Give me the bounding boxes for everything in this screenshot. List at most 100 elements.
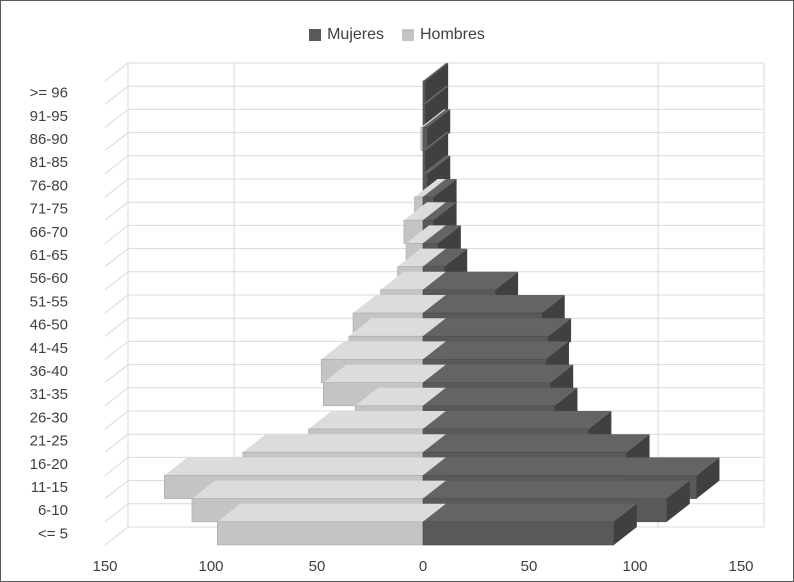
- bar-mujeres-18-top: [423, 480, 690, 499]
- y-tick-label: 81-85: [30, 154, 68, 171]
- y-tick-label: 61-65: [30, 247, 68, 264]
- bar-mujeres-17-side: [696, 457, 720, 499]
- bar-mujeres-10-top: [423, 295, 565, 313]
- x-tick-label: 100: [622, 558, 647, 575]
- bar-mujeres-0-side: [425, 63, 449, 105]
- bar-mujeres-1-top: [423, 86, 449, 105]
- bar-mujeres-5-top: [423, 179, 457, 197]
- bar-hombres-2: [420, 127, 424, 151]
- y-tick-label: 51-55: [30, 293, 68, 310]
- bar-mujeres-3: [422, 150, 426, 175]
- bar-mujeres-19-top: [423, 503, 637, 522]
- bar-hombres-8-top: [397, 248, 446, 267]
- y-tick-label: 41-45: [30, 340, 68, 357]
- gridline-floor: [104, 526, 129, 546]
- bar-mujeres-2: [422, 127, 428, 151]
- legend: Mujeres Hombres: [0, 26, 794, 44]
- legend-swatch-hombres: [402, 29, 414, 41]
- y-tick-label: 56-60: [30, 270, 68, 287]
- y-tick-label: 21-25: [30, 433, 68, 450]
- bar-mujeres-16-top: [423, 434, 650, 453]
- y-tick-label: 11-15: [31, 479, 68, 496]
- bar-hombres-12-top: [321, 341, 446, 360]
- bar-mujeres-17-top: [423, 457, 720, 476]
- bar-mujeres-1-side: [425, 86, 449, 128]
- x-tick-label: 50: [309, 558, 326, 575]
- y-tick-label: 91-95: [30, 108, 68, 125]
- gridline-floor: [104, 201, 129, 221]
- bar-mujeres-18-side: [666, 480, 690, 522]
- bar-mujeres-3-side: [425, 132, 449, 174]
- gridline-floor: [104, 457, 129, 476]
- gridline-floor: [104, 62, 129, 82]
- y-tick-label: 36-40: [30, 363, 68, 380]
- bar-mujeres-6-top: [423, 202, 457, 221]
- legend-swatch-mujeres: [309, 29, 322, 41]
- bar-mujeres-0: [422, 80, 426, 105]
- x-tick-label: 150: [728, 558, 753, 575]
- gridline-floor: [104, 341, 129, 360]
- bar-mujeres-11-top: [423, 318, 572, 337]
- gridline-floor: [104, 178, 129, 198]
- y-tick-label: <= 5: [38, 525, 68, 542]
- y-tick-label: 31-35: [30, 386, 68, 403]
- bar-hombres-18-top: [191, 480, 446, 499]
- bar-hombres-14-top: [355, 387, 446, 406]
- bar-mujeres-14-top: [423, 387, 578, 406]
- gridline-floor: [104, 248, 129, 267]
- y-tick-label: 66-70: [30, 224, 68, 241]
- bar-mujeres-15-top: [423, 411, 612, 429]
- y-tick-label: 16-20: [30, 456, 68, 473]
- gridline-floor: [104, 364, 129, 383]
- bar-hombres-2-top: [420, 109, 446, 128]
- y-tick-label: 26-30: [30, 409, 68, 426]
- gridline-floor: [104, 155, 129, 175]
- bar-mujeres-1: [422, 103, 426, 128]
- y-tick-label: 6-10: [38, 502, 68, 519]
- bar-mujeres-3-top: [423, 132, 449, 151]
- bar-hombres-7-top: [406, 225, 446, 244]
- bar-mujeres-2-top: [423, 109, 451, 128]
- gridline-floor: [104, 317, 129, 337]
- bar-hombres-10-top: [353, 295, 446, 313]
- x-tick-label: 150: [92, 558, 117, 575]
- y-tick-label: 46-50: [30, 317, 68, 334]
- bar-hombres-19-top: [217, 503, 446, 522]
- gridline-floor: [104, 480, 129, 499]
- gridline-floor: [104, 387, 129, 407]
- gridline-floor: [104, 132, 129, 151]
- bar-hombres-19: [217, 521, 424, 546]
- legend-item-mujeres: Mujeres: [309, 26, 384, 44]
- x-tick-label: 50: [521, 558, 538, 575]
- gridline-floor: [104, 294, 129, 314]
- legend-label-hombres: Hombres: [420, 26, 485, 43]
- legend-item-hombres: Hombres: [402, 26, 485, 44]
- gridline-floor: [104, 433, 129, 453]
- y-tick-label: 86-90: [30, 131, 68, 148]
- bar-mujeres-19-side: [613, 503, 637, 545]
- legend-label-mujeres: Mujeres: [327, 26, 384, 43]
- gridline-floor: [104, 109, 129, 128]
- bar-hombres-9-top: [380, 271, 446, 290]
- bar-hombres-17-top: [164, 457, 447, 476]
- bar-hombres-11-top: [348, 318, 446, 337]
- bar-mujeres-4-top: [423, 155, 451, 174]
- bar-mujeres-0-top: [423, 63, 449, 81]
- gridline-floor: [104, 410, 129, 430]
- bar-hombres-5-top: [414, 179, 446, 197]
- bar-hombres-15-top: [308, 411, 446, 429]
- y-tick-label: 71-75: [30, 201, 68, 218]
- bar-mujeres-8-top: [423, 248, 468, 267]
- bar-mujeres-9-top: [423, 271, 519, 290]
- bar-hombres-13-top: [323, 364, 446, 383]
- bar-mujeres-12-top: [423, 341, 569, 360]
- bar-mujeres-13-top: [423, 364, 574, 383]
- x-tick-label: 100: [198, 558, 223, 575]
- y-tick-label: 76-80: [30, 177, 68, 194]
- y-tick-label: >= 96: [30, 85, 68, 102]
- gridline-floor: [104, 271, 129, 291]
- bar-mujeres-19: [422, 521, 615, 546]
- bar-mujeres-7-top: [423, 225, 461, 244]
- gridline-floor: [104, 503, 129, 523]
